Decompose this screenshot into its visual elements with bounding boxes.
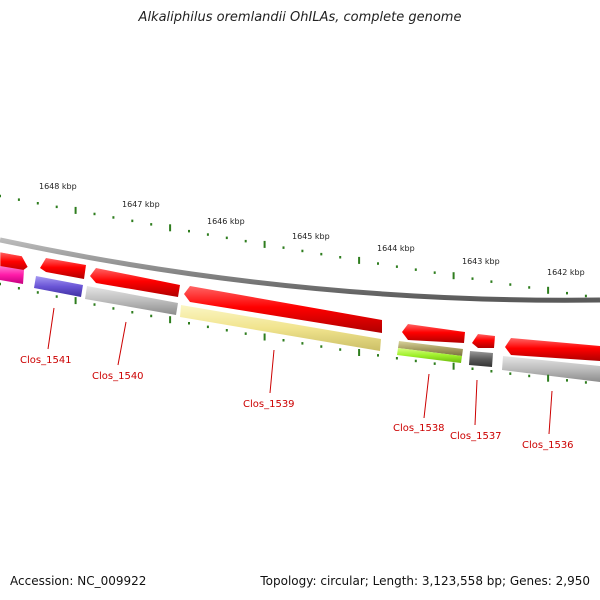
gene-arrow[interactable]	[402, 324, 465, 343]
kbp-label: 1648 kbp	[39, 182, 77, 191]
kbp-labels: 1648 kbp 1647 kbp 1646 kbp 1645 kbp 1644…	[39, 182, 585, 277]
kbp-label: 1642 kbp	[547, 268, 585, 277]
forward-strand	[0, 251, 600, 361]
gene-block[interactable]	[34, 276, 83, 297]
gene-label-clos-1539: Clos_1539	[243, 399, 295, 410]
gene-block[interactable]	[469, 351, 493, 367]
gene-block[interactable]	[85, 286, 178, 315]
inner-tick-row	[0, 282, 587, 384]
gene-label-clos-1538: Clos_1538	[393, 423, 445, 434]
kbp-label: 1643 kbp	[462, 257, 500, 266]
gene-block[interactable]	[397, 348, 462, 363]
gene-leaders	[47, 307, 553, 435]
gene-arrow[interactable]	[505, 338, 600, 361]
accession-text: Accession: NC_009922	[10, 574, 147, 588]
gene-arrow[interactable]	[90, 268, 180, 297]
kbp-label: 1644 kbp	[377, 244, 415, 253]
genome-summary: Topology: circular; Length: 3,123,558 bp…	[260, 574, 590, 588]
gene-label-clos-1540: Clos_1540	[92, 371, 144, 382]
gene-labels: Clos_1541 Clos_1540 Clos_1539 Clos_1538 …	[20, 355, 574, 451]
gene-arrow[interactable]	[40, 258, 86, 279]
gene-label-clos-1536: Clos_1536	[522, 440, 574, 451]
gene-label-clos-1541: Clos_1541	[20, 355, 72, 366]
gene-block[interactable]	[180, 305, 381, 351]
kbp-label: 1646 kbp	[207, 217, 245, 226]
kbp-label: 1645 kbp	[292, 232, 330, 241]
gene-block[interactable]	[398, 341, 463, 356]
kbp-scale	[0, 194, 587, 298]
kbp-label: 1647 kbp	[122, 200, 160, 209]
map-title: Alkaliphilus oremlandii OhILAs, complete…	[138, 10, 462, 25]
gene-arrow[interactable]	[472, 334, 495, 348]
gene-label-clos-1537: Clos_1537	[450, 431, 502, 442]
inner-ring	[0, 266, 600, 382]
genome-backbone	[0, 237, 600, 303]
gene-block[interactable]	[0, 266, 24, 284]
gene-block[interactable]	[502, 356, 600, 382]
gene-arrow[interactable]	[184, 286, 382, 333]
